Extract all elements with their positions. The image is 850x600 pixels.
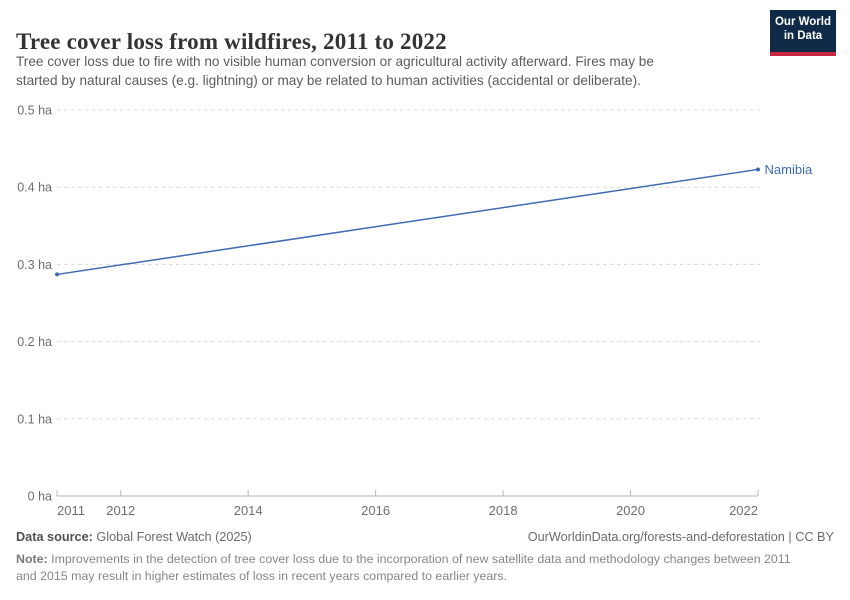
y-axis-tick-label: 0.4 ha <box>17 181 52 195</box>
y-axis-tick-label: 0.1 ha <box>17 412 52 426</box>
subtitle-line1: Tree cover loss due to fire with no visi… <box>16 54 654 69</box>
series-line <box>56 168 759 276</box>
series-label: Namibia <box>765 162 813 177</box>
x-axis-tick-label: 2022 <box>729 503 758 518</box>
series-point <box>55 272 59 277</box>
series-point <box>756 167 760 172</box>
y-axis-tick-label: 0 ha <box>28 490 52 504</box>
x-axis-tick-label: 2014 <box>234 503 263 518</box>
x-axis-tick-label: 2011 <box>57 503 85 518</box>
page-title: Tree cover loss from wildfires, 2011 to … <box>16 29 447 55</box>
chart-subtitle: Tree cover loss due to fire with no visi… <box>16 52 756 90</box>
x-axis-tick-label: 2020 <box>616 503 645 518</box>
x-axis-tick-label: 2018 <box>489 503 518 518</box>
y-axis-tick-label: 0.2 ha <box>17 335 52 349</box>
footer-note-label: Note: <box>16 552 48 566</box>
chart-canvas: 0 ha 0.1 ha 0.2 ha 0.3 ha 0.4 ha 0.5 ha 2011 20… <box>17 104 813 519</box>
owid-logo-line1: Our World <box>774 16 831 28</box>
owid-logo: Our World in Data <box>770 10 836 56</box>
data-source: Data source: Global Forest Watch (2025) <box>16 530 252 544</box>
owid-logo-line2: in Data <box>783 30 823 42</box>
footer-note-line2: and 2015 may result in higher estimates … <box>16 569 508 583</box>
data-source-label: Data source: <box>16 530 93 544</box>
footer-note-line1: Improvements in the detection of tree co… <box>51 552 791 566</box>
data-source-value: Global Forest Watch (2025) <box>96 530 252 544</box>
footer-citation: OurWorldinData.org/forests-and-deforesta… <box>527 530 834 544</box>
footer-note: Note: Improvements in the detection of t… <box>16 551 840 585</box>
x-axis-tick-label: 2012 <box>106 503 135 518</box>
y-axis-tick-label: 0.3 ha <box>17 258 52 272</box>
y-axis-tick-label: 0.5 ha <box>17 104 52 118</box>
subtitle-line2: started by natural causes (e.g. lightnin… <box>16 73 641 88</box>
x-axis-tick-label: 2016 <box>361 503 390 518</box>
